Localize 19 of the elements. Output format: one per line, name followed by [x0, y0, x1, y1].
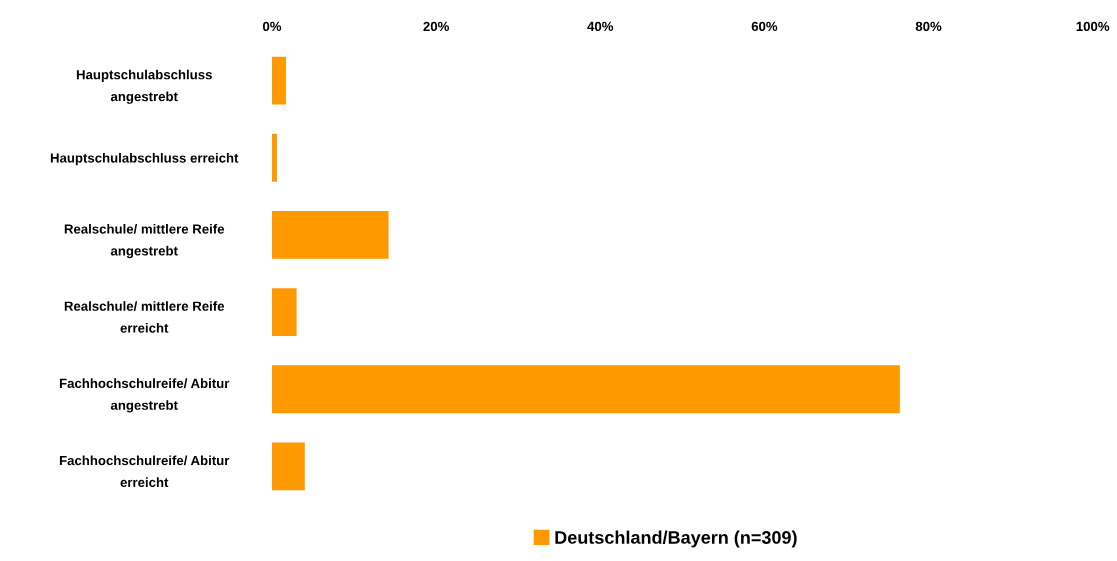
bar — [272, 56, 286, 105]
x-tick-label: 80% — [915, 21, 942, 32]
y-tick-label: Hauptschulabschluss erreicht — [50, 152, 239, 166]
bar — [272, 365, 900, 414]
bar — [272, 442, 305, 491]
y-tick-label: Fachhochschulreife/ Abitur erreicht — [59, 455, 230, 488]
y-tick-label: Fachhochschulreife/ Abitur angestrebt — [59, 378, 230, 413]
y-tick-label: Realschule/ mittlere Reife angestrebt — [64, 223, 225, 259]
bar — [272, 288, 297, 336]
bar — [272, 133, 277, 182]
x-tick-label: 40% — [587, 21, 614, 32]
x-tick-label: 0% — [262, 21, 282, 32]
bar — [272, 210, 389, 259]
x-tick-label: 100% — [1076, 21, 1110, 32]
x-tick-label: 20% — [423, 21, 449, 32]
x-tick-label: 60% — [751, 21, 778, 32]
legend-label: Deutschland/Bayern (n=309) — [555, 530, 797, 548]
y-tick-label: Hauptschulabschluss angestrebt — [76, 69, 212, 104]
y-tick-label: Realschule/ mittlere Reife erreicht — [64, 301, 225, 333]
